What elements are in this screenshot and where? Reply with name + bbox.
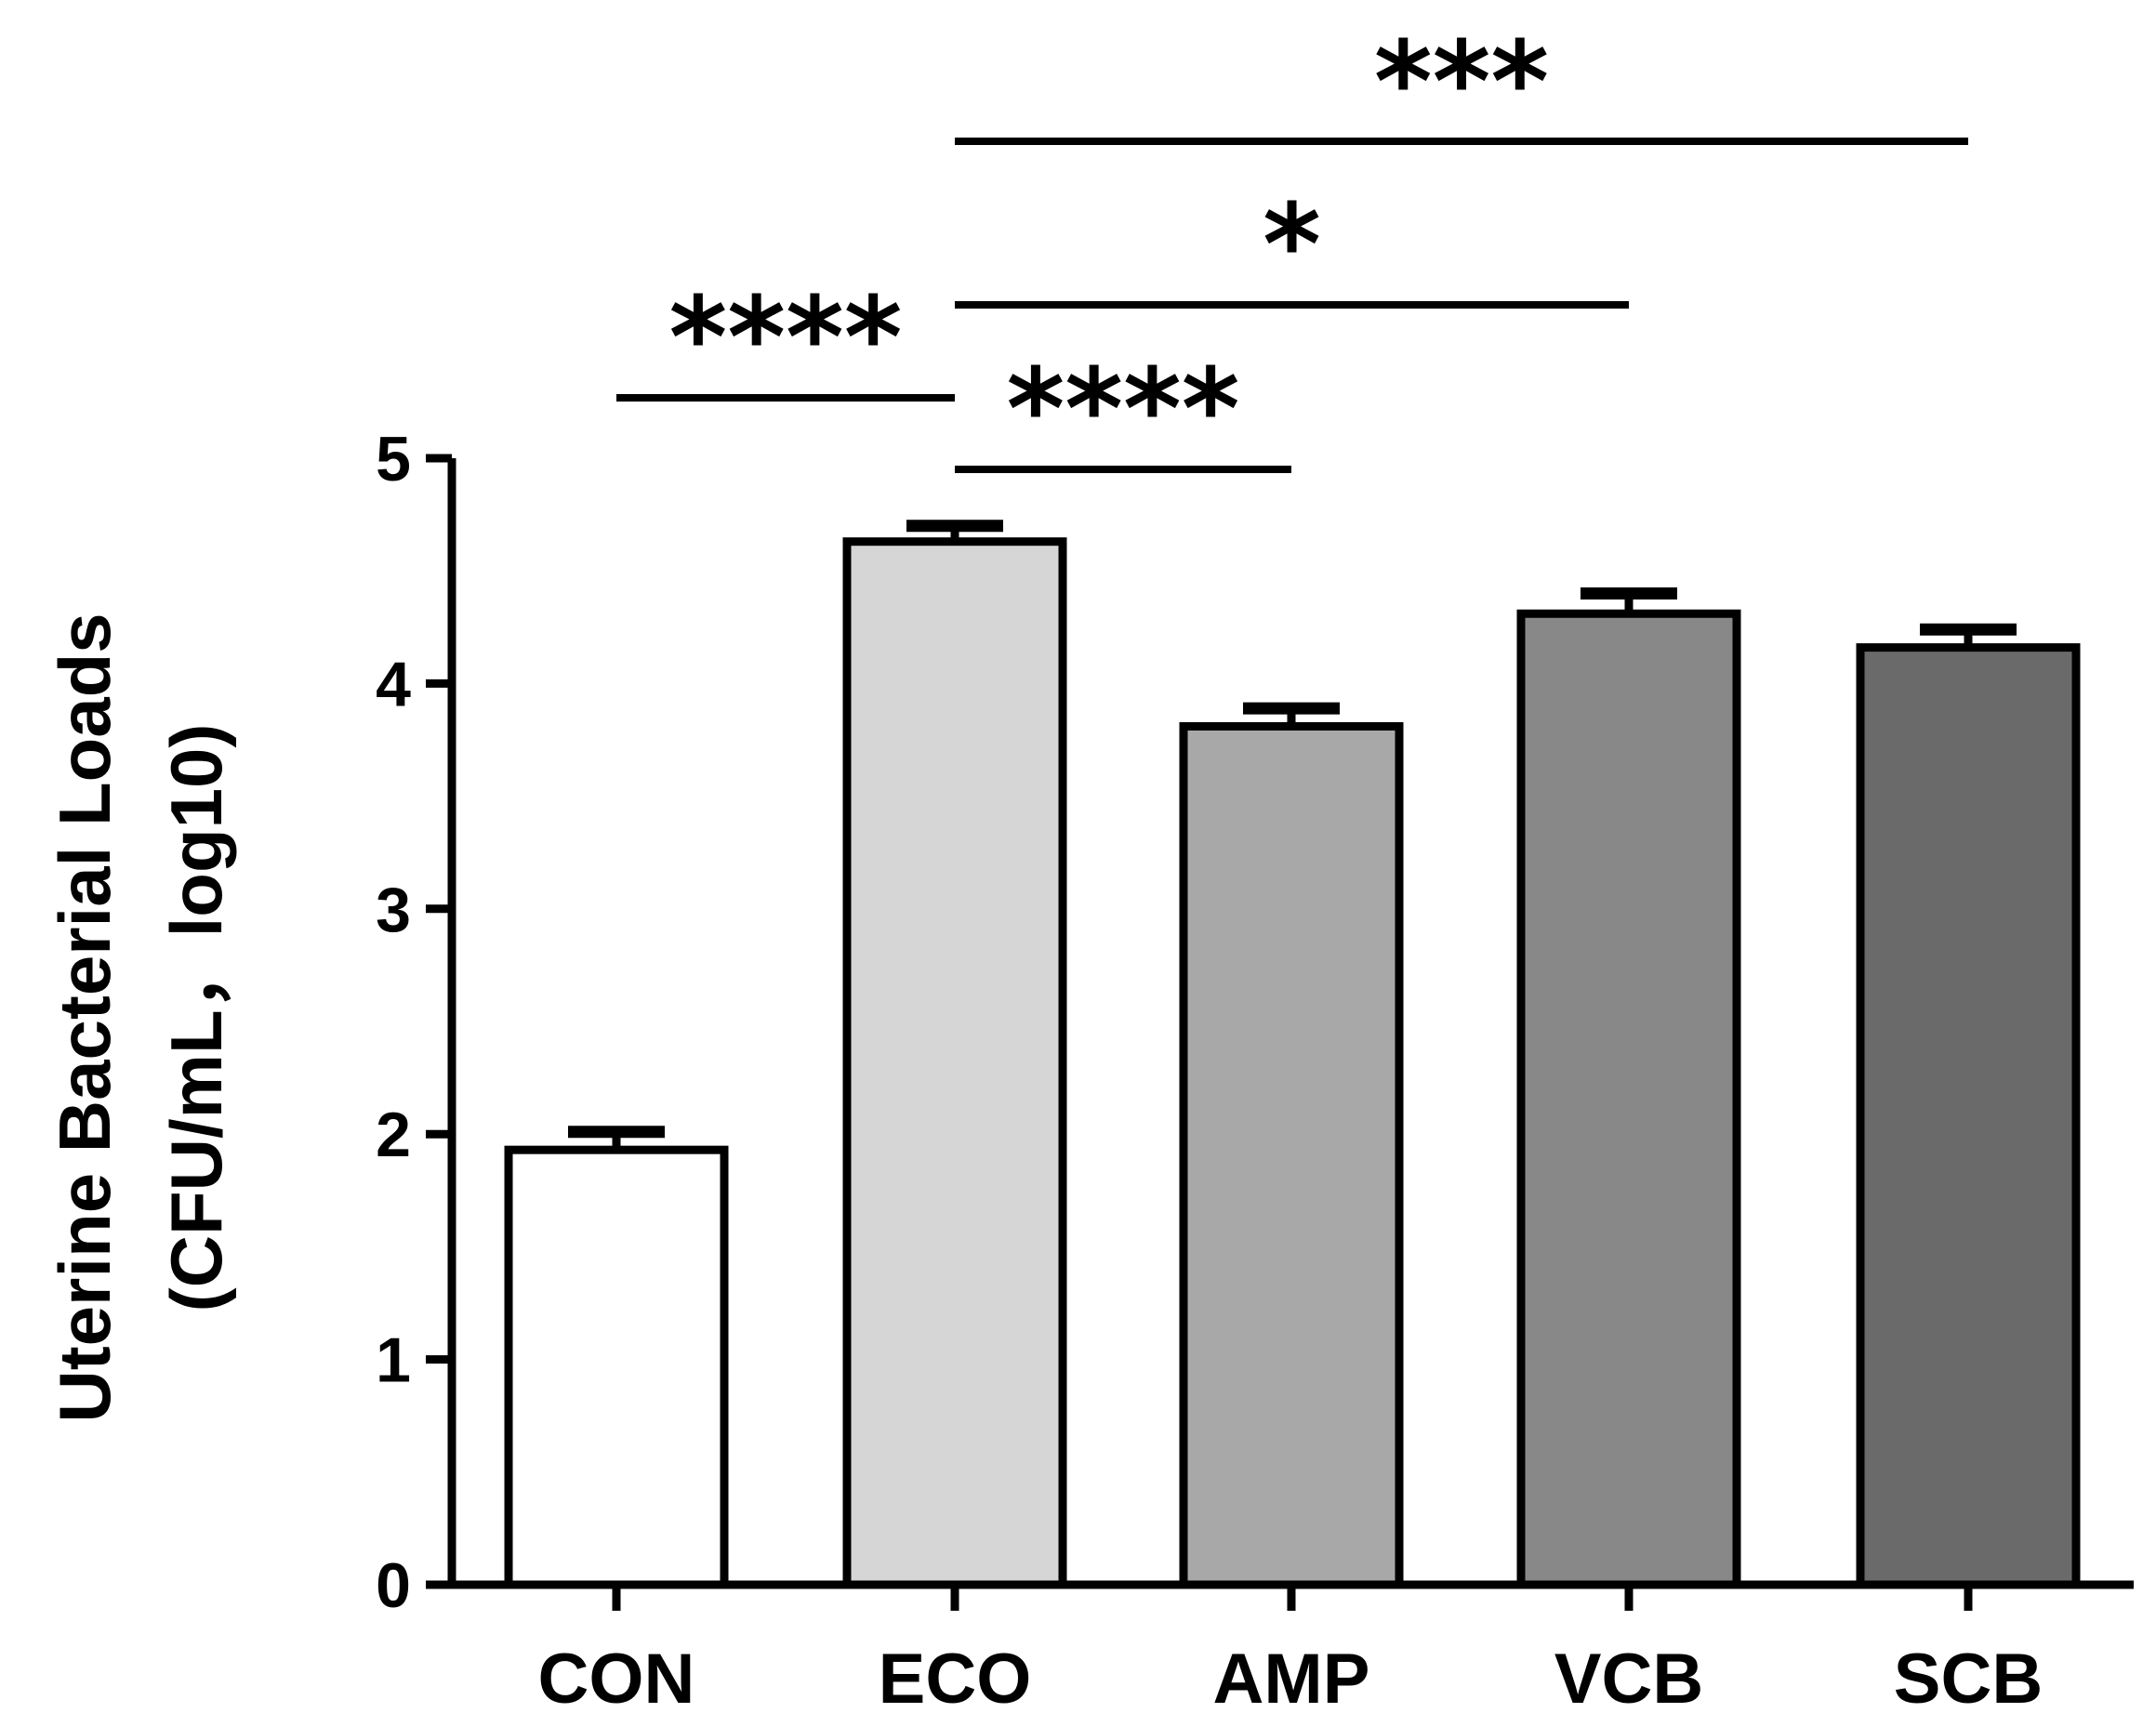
y-axis-title-line1: Uterine Bacterial Loads <box>44 613 126 1422</box>
x-tick-label-scb: SCB <box>1894 1640 2043 1719</box>
y-axis-title: Uterine Bacterial Loads (CFU/mL，log10) <box>44 613 237 1422</box>
x-tick-label-eco: ECO <box>879 1640 1032 1719</box>
bar-vcb <box>1516 609 1741 1589</box>
y-tick-label-1: 1 <box>376 1325 411 1396</box>
significance-con-eco-label: **** <box>668 274 902 403</box>
bar-eco <box>842 537 1067 1589</box>
axes-layer: 0 1 2 3 4 5 CON ECO AMP VCB SCB <box>376 424 2134 1719</box>
bar-scb <box>1856 643 2081 1589</box>
bar-amp <box>1179 721 1404 1589</box>
bars-layer <box>504 520 2081 1589</box>
x-tick-label-con: CON <box>538 1640 695 1719</box>
bar-con <box>504 1145 729 1589</box>
y-tick-label-0: 0 <box>376 1550 411 1621</box>
significance-layer: ************ <box>616 19 1968 475</box>
y-tick-label-2: 2 <box>376 1100 411 1170</box>
y-axis-title-line2: (CFU/mL，log10) <box>155 724 237 1312</box>
significance-eco-scb-label: *** <box>1374 19 1549 148</box>
x-tick-label-amp: AMP <box>1213 1640 1370 1719</box>
significance-eco-amp-label: **** <box>1006 346 1239 475</box>
y-tick-label-5: 5 <box>376 424 411 494</box>
significance-eco-vcb-label: * <box>1263 181 1321 310</box>
y-tick-label-4: 4 <box>376 649 411 719</box>
x-tick-label-vcb: VCB <box>1554 1640 1703 1719</box>
y-tick-label-3: 3 <box>376 875 411 945</box>
